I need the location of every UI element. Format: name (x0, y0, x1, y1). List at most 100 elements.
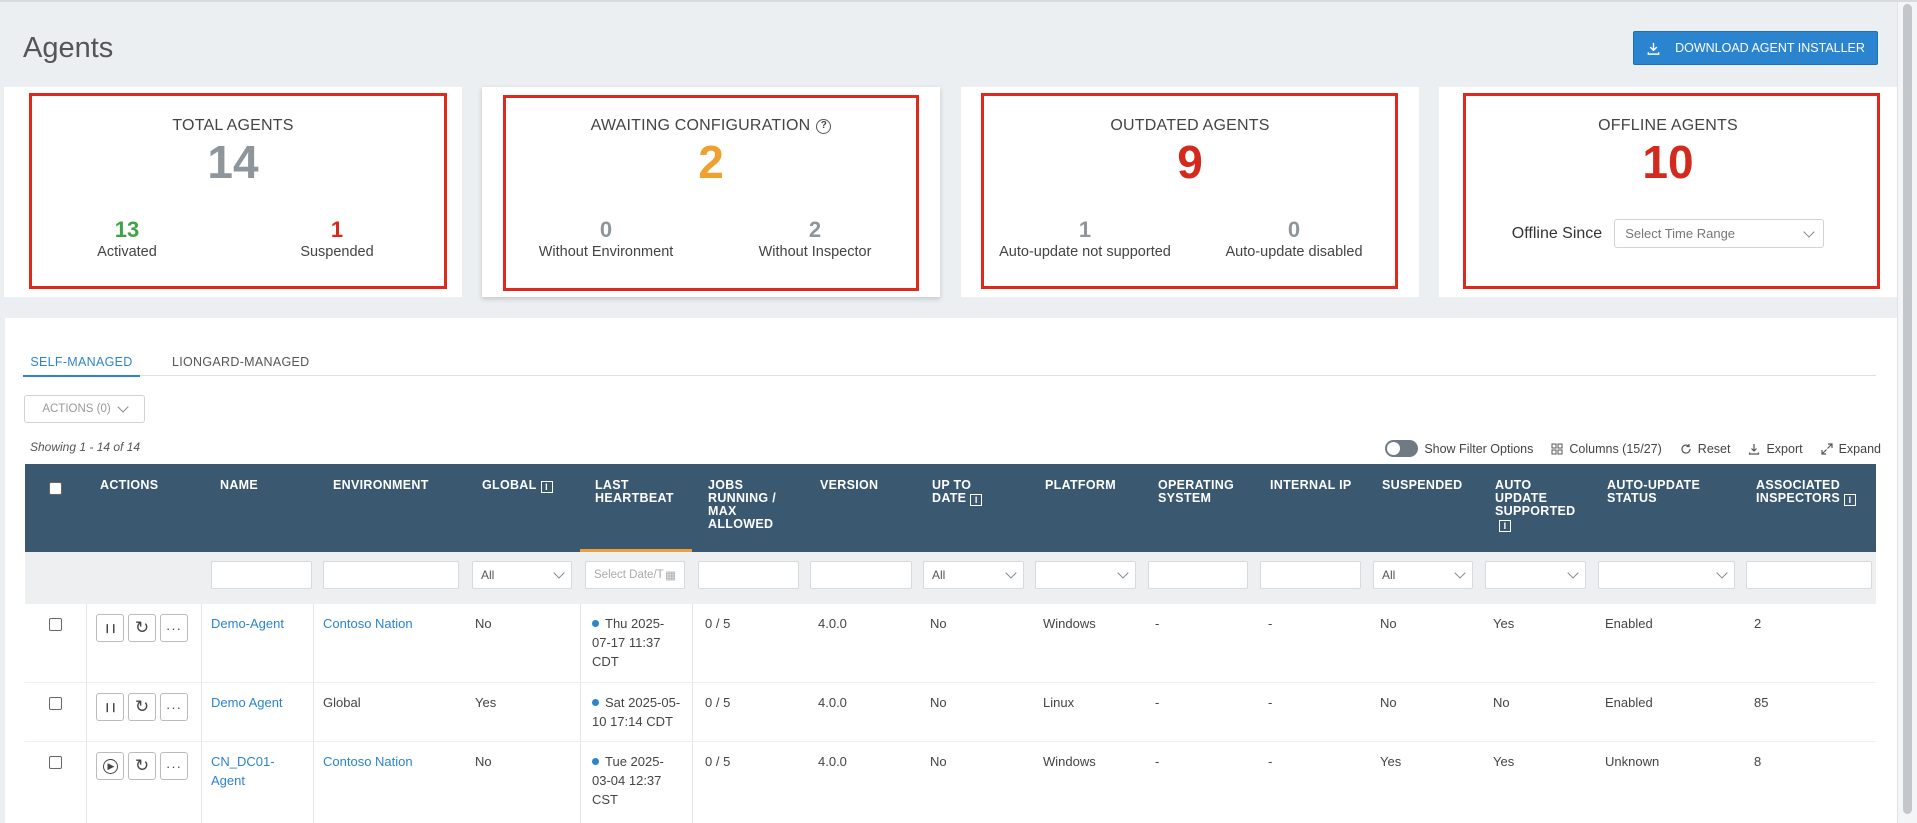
restart-button[interactable]: ↻ (128, 752, 156, 780)
filter-version[interactable] (810, 561, 912, 589)
col-name[interactable]: NAME (220, 478, 259, 492)
col-version[interactable]: VERSION (820, 478, 879, 492)
environment-cell[interactable]: Contoso Nation (323, 754, 413, 769)
col-auto-update-supported[interactable]: AUTO UPDATE SUPPORTED i (1495, 479, 1585, 532)
chevron-down-icon (1567, 567, 1579, 579)
heartbeat-text: 03-04 12:37 (592, 773, 662, 788)
suspended-stat[interactable]: 1 Suspended (237, 217, 437, 261)
auto-update-disabled-label: Auto-update disabled (1225, 244, 1363, 260)
filter-global[interactable]: All (472, 561, 572, 589)
time-range-select[interactable]: Select Time Range (1614, 219, 1825, 248)
table-body: ❙❙ ↻ ··· Demo-Agent Contoso Nation No Thu 2025… (25, 604, 1876, 823)
filter-operating-system[interactable] (1148, 561, 1248, 589)
col-environment[interactable]: ENVIRONMENT (333, 478, 429, 492)
col-jobs-running[interactable]: JOBS RUNNING / MAX ALLOWED (708, 478, 776, 531)
row-checkbox[interactable] (49, 756, 62, 769)
pause-icon: ❙❙ (103, 701, 117, 712)
more-options-button[interactable]: ··· (160, 614, 188, 642)
heartbeat-line: 07-17 11:37 (592, 633, 682, 652)
filter-associated-inspectors[interactable] (1746, 561, 1872, 589)
row-checkbox[interactable] (49, 697, 62, 710)
row-checkbox[interactable] (49, 618, 62, 631)
calendar-icon[interactable]: ▦ (665, 570, 676, 582)
col-up-to-date[interactable]: UP TO DATE i (932, 479, 1002, 506)
col-last-heartbeat[interactable]: LAST HEARTBEAT (595, 478, 674, 505)
info-icon[interactable]: i (1844, 494, 1857, 506)
expand-label: Expand (1838, 441, 1881, 456)
col-suspended[interactable]: SUSPENDED (1382, 478, 1463, 492)
agent-name-link[interactable]: Demo Agent (211, 693, 301, 712)
expand-button[interactable]: Expand (1820, 441, 1881, 456)
col-operating-system[interactable]: OPERATING SYSTEM (1158, 478, 1235, 505)
refresh-icon: ↻ (134, 697, 150, 716)
more-options-button[interactable]: ··· (160, 752, 188, 780)
table-row: ❙❙ ↻ ··· Demo-Agent Contoso Nation No Thu 2025… (25, 604, 1876, 683)
internal-ip-cell: - (1268, 616, 1273, 631)
filter-jobs[interactable] (698, 561, 799, 589)
chevron-down-icon (117, 401, 129, 413)
col-internal-ip[interactable]: INTERNAL IP (1270, 478, 1352, 492)
showing-count: Showing 1 - 14 of 14 (30, 440, 141, 454)
export-button[interactable]: Export (1748, 442, 1803, 456)
auto-update-disabled-stat[interactable]: 0 Auto-update disabled (1194, 217, 1394, 261)
jobs-cell: 0 / 5 (705, 754, 731, 769)
col-auto-update-status[interactable]: AUTO-UPDATE STATUS (1607, 478, 1701, 505)
heartbeat-line: 10 17:14 CDT (592, 712, 682, 731)
auto-update-not-supported-stat[interactable]: 1 Auto-update not supported (985, 217, 1185, 261)
operating-system-cell: - (1155, 616, 1160, 631)
pause-button[interactable]: ❙❙ (96, 693, 124, 721)
activated-stat[interactable]: 13 Activated (27, 217, 227, 261)
agent-name-line: Agent (211, 773, 245, 788)
without-inspector-stat[interactable]: 2 Without Inspector (715, 217, 915, 261)
restart-button[interactable]: ↻ (128, 614, 156, 642)
pause-button[interactable]: ❙❙ (96, 614, 124, 642)
columns-button[interactable]: Columns (15/27) (1551, 442, 1662, 456)
tab-self-managed[interactable]: SELF-MANAGED (23, 355, 140, 377)
sort-indicator (580, 549, 692, 552)
resume-button[interactable]: ▶ (96, 752, 124, 780)
suspended-label: Suspended (300, 244, 374, 260)
filter-auto-update-status[interactable] (1598, 561, 1735, 589)
col-associated-inspectors[interactable]: ASSOCIATED INSPECTORS i (1756, 479, 1871, 506)
tab-liongard-managed[interactable]: LIONGARD-MANAGED (172, 355, 310, 369)
auto-update-status-cell: Unknown (1605, 754, 1660, 769)
show-filter-options-toggle[interactable]: Show Filter Options (1385, 440, 1533, 457)
info-icon[interactable]: i (970, 494, 983, 506)
agent-name-link[interactable]: Demo-Agent (211, 614, 301, 633)
page-scrollbar[interactable] (1897, 2, 1917, 823)
filter-auto-update-supported[interactable] (1485, 561, 1586, 589)
info-icon[interactable]: i (540, 481, 553, 493)
total-agents-card: TOTAL AGENTS 14 13 Activated 1 Suspended (4, 87, 462, 297)
col-global-label: GLOBAL (482, 478, 537, 492)
filter-heartbeat-placeholder: Select Date/T (594, 569, 664, 581)
more-options-button[interactable]: ··· (160, 693, 188, 721)
filter-suspended[interactable]: All (1373, 561, 1473, 589)
download-agent-installer-button[interactable]: DOWNLOAD AGENT INSTALLER (1633, 31, 1878, 65)
col-global[interactable]: GLOBAL i (482, 479, 553, 493)
col-platform[interactable]: PLATFORM (1045, 478, 1116, 492)
filter-environment[interactable] (323, 561, 459, 589)
filter-last-heartbeat[interactable]: Select Date/T ▦ (585, 561, 685, 589)
filter-internal-ip[interactable] (1260, 561, 1361, 589)
agent-name-link[interactable]: CN_DC01- Agent (211, 752, 301, 790)
help-icon[interactable]: ? (816, 119, 832, 134)
toggle-switch[interactable] (1385, 440, 1419, 457)
without-environment-stat[interactable]: 0 Without Environment (506, 217, 706, 261)
scrollbar-thumb[interactable] (1903, 4, 1912, 814)
environment-cell[interactable]: Contoso Nation (323, 616, 413, 631)
reset-button[interactable]: Reset (1680, 442, 1730, 456)
heartbeat-text: 07-17 11:37 (592, 635, 661, 650)
filter-platform[interactable] (1035, 561, 1136, 589)
heartbeat-line: CDT (592, 652, 682, 671)
restart-button[interactable]: ↻ (128, 693, 156, 721)
actions-dropdown[interactable]: ACTIONS (0) (24, 395, 145, 423)
filter-name[interactable] (211, 561, 312, 589)
awaiting-configuration-title: AWAITING CONFIGURATION (590, 117, 811, 134)
info-icon[interactable]: i (1499, 520, 1511, 532)
auto-update-supported-cell: No (1493, 695, 1510, 710)
agent-name-line: Demo-Agent (211, 616, 284, 631)
refresh-icon: ↻ (134, 618, 150, 637)
select-all-checkbox[interactable] (49, 482, 62, 495)
filter-up-to-date[interactable]: All (923, 561, 1024, 589)
download-icon (1647, 42, 1660, 55)
